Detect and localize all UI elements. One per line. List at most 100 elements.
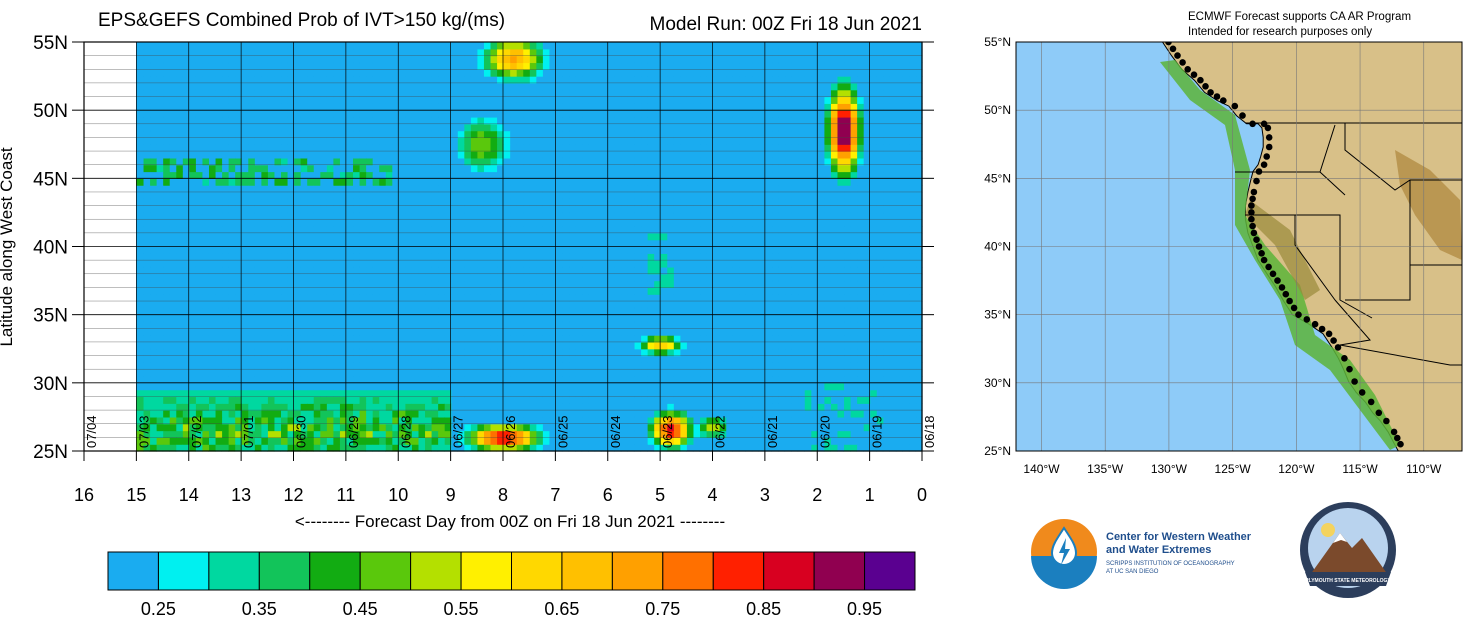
probability-cell <box>581 232 589 241</box>
probability-cell <box>647 164 655 173</box>
probability-cell <box>535 198 543 207</box>
probability-cell <box>758 294 766 302</box>
probability-cell <box>869 137 877 145</box>
probability-cell <box>385 110 393 118</box>
probability-cell <box>719 205 727 214</box>
probability-cell <box>705 96 714 104</box>
probability-cell <box>686 89 694 98</box>
probability-cell <box>640 55 648 64</box>
probability-cell <box>908 314 917 323</box>
probability-cell <box>823 239 831 248</box>
probability-cell <box>561 410 570 418</box>
probability-cell <box>378 280 386 288</box>
probability-cell <box>915 341 923 350</box>
probability-cell <box>588 144 596 152</box>
probability-cell <box>601 164 609 173</box>
probability-cell <box>843 355 851 363</box>
probability-cell <box>529 185 537 193</box>
probability-cell <box>411 198 419 207</box>
probability-cell <box>398 171 406 179</box>
probability-cell <box>653 382 661 391</box>
probability-cell <box>712 151 720 159</box>
probability-cell <box>719 396 727 404</box>
probability-cell <box>601 62 609 70</box>
probability-cell <box>450 294 458 302</box>
probability-cell <box>503 103 511 111</box>
probability-cell <box>705 178 714 186</box>
probability-cell <box>483 341 491 350</box>
probability-cell <box>529 82 537 91</box>
probability-cell <box>470 260 478 268</box>
probability-cell <box>758 171 766 179</box>
probability-cell <box>791 253 799 261</box>
probability-cell <box>581 42 589 50</box>
probability-cell <box>444 362 452 370</box>
probability-cell <box>457 89 465 98</box>
probability-cell <box>542 430 550 438</box>
probability-cell <box>430 55 439 64</box>
probability-cell <box>548 410 556 418</box>
probability-cell <box>908 198 917 207</box>
probability-cell <box>516 376 524 384</box>
probability-cell <box>876 123 884 132</box>
probability-cell <box>522 273 530 282</box>
probability-cell <box>784 362 792 370</box>
probability-cell <box>588 437 596 445</box>
probability-cell <box>653 123 661 132</box>
probability-cell <box>489 55 498 64</box>
probability-cell <box>653 76 661 84</box>
probability-cell <box>791 307 799 316</box>
probability-cell <box>666 416 674 425</box>
probability-cell <box>882 82 890 91</box>
probability-cell <box>568 287 576 295</box>
probability-cell <box>830 355 838 363</box>
probability-cell <box>417 348 426 357</box>
probability-cell <box>732 239 740 248</box>
probability-cell <box>529 260 537 268</box>
probability-cell <box>509 396 517 404</box>
probability-cell <box>876 301 884 309</box>
probability-cell <box>417 403 426 411</box>
probability-cell <box>692 157 701 166</box>
probability-cell <box>483 266 491 275</box>
probability-cell <box>594 382 602 391</box>
probability-cell <box>430 130 439 139</box>
probability-cell <box>856 280 864 288</box>
probability-cell <box>882 416 890 425</box>
probability-cell <box>745 110 753 118</box>
probability-cell <box>797 301 805 309</box>
probability-cell <box>489 437 498 445</box>
probability-cell <box>640 301 648 309</box>
probability-cell <box>470 280 478 288</box>
probability-cell <box>856 348 864 357</box>
probability-cell <box>561 130 570 139</box>
probability-cell <box>516 382 524 391</box>
probability-cell <box>764 273 773 282</box>
probability-cell <box>784 321 792 329</box>
probability-cell <box>915 416 923 425</box>
probability-cell <box>633 116 642 125</box>
probability-cell <box>489 151 498 159</box>
probability-cell <box>843 416 851 425</box>
probability-cell <box>430 437 439 445</box>
probability-cell <box>542 287 550 295</box>
probability-cell <box>843 376 851 384</box>
probability-cell <box>653 130 661 139</box>
probability-cell <box>705 444 714 452</box>
probability-cell <box>640 110 648 118</box>
probability-cell <box>817 103 825 111</box>
probability-cell <box>830 416 838 425</box>
probability-cell <box>555 178 563 186</box>
probability-cell <box>588 103 596 111</box>
probability-cell <box>692 389 701 398</box>
probability-cell <box>476 219 484 227</box>
probability-cell <box>797 116 805 125</box>
probability-cell <box>915 328 923 336</box>
probability-cell <box>535 239 543 248</box>
probability-cell <box>640 42 648 50</box>
probability-cell <box>430 144 439 152</box>
probability-cell <box>411 144 419 152</box>
probability-cell <box>797 307 805 316</box>
probability-cell <box>679 355 687 363</box>
probability-cell <box>627 253 635 261</box>
